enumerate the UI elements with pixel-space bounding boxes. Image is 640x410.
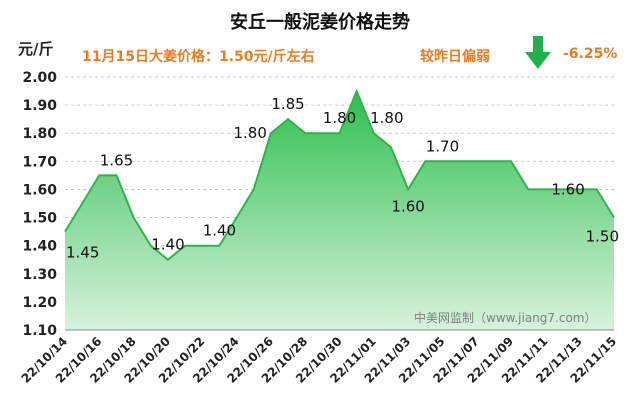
- data-label: 1.65: [100, 151, 133, 169]
- y-tick-label: 1.10: [22, 323, 57, 339]
- y-tick-label: 1.40: [22, 239, 57, 255]
- y-tick-label: 1.50: [22, 211, 57, 227]
- y-tick-label: 2.00: [22, 70, 57, 86]
- data-label: 1.40: [151, 236, 184, 254]
- y-tick-label: 1.90: [22, 98, 57, 114]
- y-tick-label: 1.60: [22, 182, 57, 198]
- x-axis-ticks: 22/10/1422/10/1622/10/1822/10/2022/10/22…: [19, 334, 620, 386]
- price-line: [64, 88, 615, 261]
- change-percent: -6.25%: [563, 46, 618, 62]
- data-label: 1.80: [233, 124, 266, 142]
- data-labels: 1.45 1.65 1.40 1.40 1.80 1.85 1.80 1.80 1.60 1.70…: [66, 95, 619, 261]
- trend-note: 较昨日偏弱: [420, 49, 490, 65]
- data-label: 1.45: [66, 244, 99, 262]
- data-label: 1.70: [426, 137, 459, 155]
- y-tick-label: 1.80: [22, 126, 57, 142]
- y-axis-ticks: 1.10 1.20 1.30 1.40 1.50 1.60 1.70 1.80 1.90 2.00: [22, 70, 57, 339]
- data-label: 1.80: [370, 109, 403, 127]
- data-label: 1.40: [203, 222, 236, 240]
- down-arrow-icon: [525, 36, 551, 69]
- y-tick-label: 1.70: [22, 154, 57, 170]
- data-label: 1.50: [586, 228, 619, 246]
- chart-title: 安丘一般泥姜价格走势: [230, 12, 410, 33]
- watermark: 中美网监制（www.jiang7.com）: [414, 311, 597, 325]
- data-label: 1.85: [271, 95, 304, 113]
- data-label: 1.60: [391, 197, 424, 215]
- data-label: 1.60: [551, 180, 584, 198]
- price-area-fill: [65, 91, 614, 330]
- down-arrow-shape: [525, 36, 551, 69]
- y-tick-label: 1.30: [22, 267, 57, 283]
- y-tick-label: 1.20: [22, 295, 57, 311]
- y-axis-unit-label: 元/斤: [18, 40, 54, 58]
- data-label: 1.80: [323, 109, 356, 127]
- price-note: 11月15日大姜价格：1.50元/斤左右: [82, 49, 315, 65]
